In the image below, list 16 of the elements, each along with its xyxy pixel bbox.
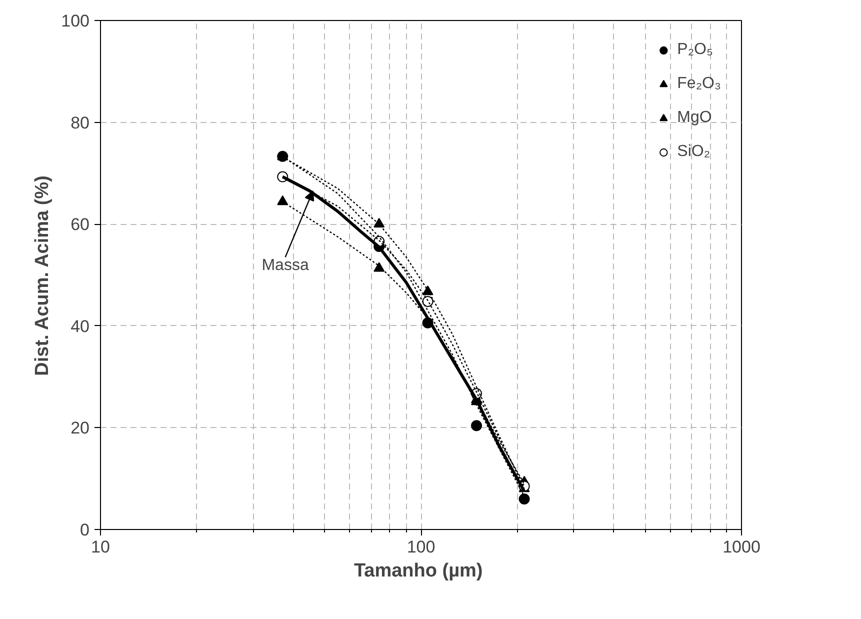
legend-label: P₂O₅ — [677, 41, 713, 59]
y-tick-label: 40 — [70, 316, 90, 336]
x-tick-label: 100 — [406, 538, 436, 556]
legend-label: Fe₂O₃ — [677, 75, 721, 93]
x-axis-title: Tamanho (µm) — [354, 560, 483, 582]
annotation: Massa — [262, 257, 309, 274]
y-tick-label: 20 — [70, 418, 90, 438]
y-tick-label: 0 — [80, 520, 90, 540]
y-tick-label: 60 — [70, 215, 90, 234]
legend-label: MgO — [677, 109, 712, 127]
y-axis-title: Dist. Acum. Acima (%) — [32, 176, 54, 376]
legend-label: SiO₂ — [677, 143, 710, 161]
x-tick-label: 10 — [91, 538, 110, 556]
x-tick-label: 1000 — [722, 538, 760, 556]
y-tick-label: 80 — [70, 113, 90, 132]
y-tick-label: 100 — [61, 12, 90, 30]
